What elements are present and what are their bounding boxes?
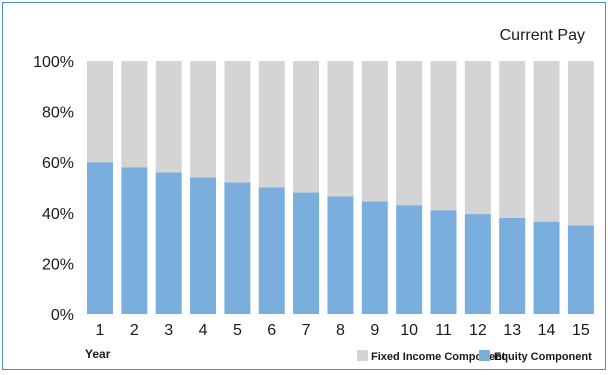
x-axis-ticks: 1 2 3 4 5 6 7 8 9 10 11 12 13 14 15 xyxy=(96,322,590,339)
bar-segment-equity xyxy=(121,167,148,314)
x-tick-label: 13 xyxy=(503,322,521,339)
x-tick-label: 6 xyxy=(267,322,276,339)
bar-segment-equity xyxy=(87,162,113,314)
x-tick-label: 3 xyxy=(164,322,173,339)
bar-segment-fixed-income xyxy=(155,61,182,173)
y-tick-label: 60% xyxy=(42,155,74,172)
bar-segment-equity xyxy=(224,182,251,314)
bar-segment-equity xyxy=(155,172,182,314)
bar-segment-fixed-income xyxy=(430,61,457,211)
x-tick-label: 8 xyxy=(336,322,345,339)
chart-title: Current Pay xyxy=(500,27,585,44)
bar-segment-fixed-income xyxy=(224,61,251,183)
bar-segment-fixed-income xyxy=(293,61,320,193)
bar-segment-equity xyxy=(430,210,457,314)
bar-segment-fixed-income xyxy=(121,61,148,168)
bar-segment-fixed-income xyxy=(567,61,594,226)
bar-segment-equity xyxy=(499,217,526,314)
x-axis-label: Year xyxy=(85,347,111,361)
bar-segment-fixed-income xyxy=(396,61,423,206)
y-axis-ticks: 0% 20% 40% 60% 80% 100% xyxy=(33,54,74,324)
bar-segment-equity xyxy=(293,192,320,314)
bar-segment-equity xyxy=(327,196,354,314)
bar-segment-fixed-income xyxy=(258,61,285,188)
bar-segment-equity xyxy=(258,187,285,314)
y-tick-label: 80% xyxy=(42,105,74,122)
x-tick-label: 7 xyxy=(302,322,311,339)
x-tick-label: 5 xyxy=(233,322,242,339)
x-tick-label: 4 xyxy=(199,322,208,339)
bar-segment-fixed-income xyxy=(361,61,388,202)
x-tick-label: 15 xyxy=(572,322,590,339)
x-tick-label: 2 xyxy=(130,322,139,339)
x-tick-label: 9 xyxy=(370,322,379,339)
bar-segment-equity xyxy=(464,214,491,314)
bar-segment-equity xyxy=(567,225,594,314)
x-tick-label: 10 xyxy=(400,322,418,339)
bar-segment-equity xyxy=(533,221,560,314)
bar-segment-fixed-income xyxy=(327,61,354,197)
bar-segment-equity xyxy=(190,177,217,314)
y-tick-label: 20% xyxy=(42,256,74,273)
x-tick-label: 12 xyxy=(469,322,487,339)
bar-segment-fixed-income xyxy=(499,61,526,218)
bar-segment-fixed-income xyxy=(533,61,560,222)
y-tick-label: 40% xyxy=(42,206,74,223)
legend-swatch xyxy=(479,350,490,361)
legend-label: Fixed Income Component xyxy=(371,351,506,363)
x-tick-label: 11 xyxy=(435,322,452,339)
bar-segment-fixed-income xyxy=(87,61,113,163)
legend-label: Equity Component xyxy=(494,351,592,363)
y-tick-label: 100% xyxy=(33,54,74,71)
bar-segment-fixed-income xyxy=(190,61,217,178)
bar-segment-equity xyxy=(396,205,423,314)
x-tick-label: 14 xyxy=(538,322,556,339)
bar-segment-equity xyxy=(361,201,388,314)
x-tick-label: 1 xyxy=(96,322,105,339)
bars xyxy=(87,61,594,314)
bar-segment-fixed-income xyxy=(464,61,491,215)
y-tick-label: 0% xyxy=(51,307,74,324)
legend-swatch xyxy=(357,350,368,361)
